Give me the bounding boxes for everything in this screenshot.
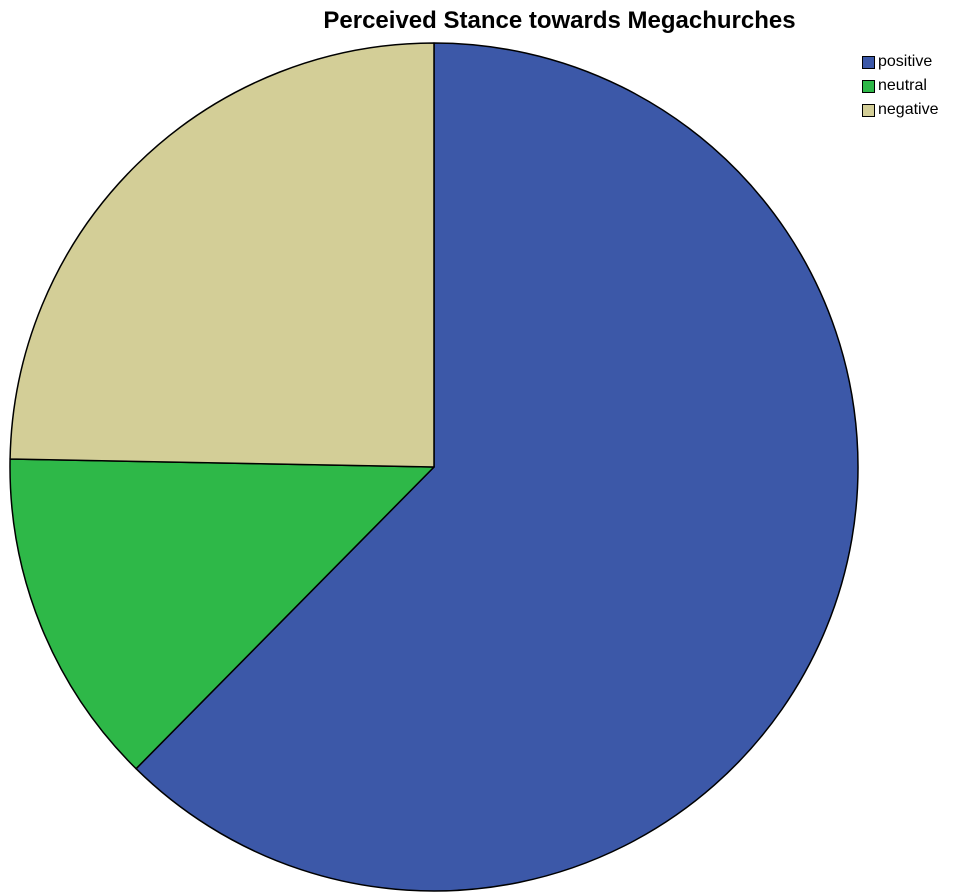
pie-slice-positive <box>135 42 859 892</box>
chart-title: Perceived Stance towards Megachurches <box>323 7 796 34</box>
legend-item-neutral: neutral <box>862 74 967 98</box>
legend-item-positive: positive <box>862 50 967 74</box>
legend-label-positive: positive <box>878 53 933 70</box>
legend: positive neutral negative <box>862 50 967 122</box>
legend-label-negative: negative <box>878 101 939 118</box>
legend-swatch-positive <box>862 55 875 69</box>
pie-slice-negative <box>9 42 435 468</box>
pie-slices <box>9 42 859 892</box>
legend-label-neutral: neutral <box>878 77 927 94</box>
legend-swatch-neutral <box>862 79 875 93</box>
legend-swatch-negative <box>862 103 875 117</box>
pie-slice-neutral <box>9 458 435 770</box>
legend-item-negative: negative <box>862 98 967 122</box>
